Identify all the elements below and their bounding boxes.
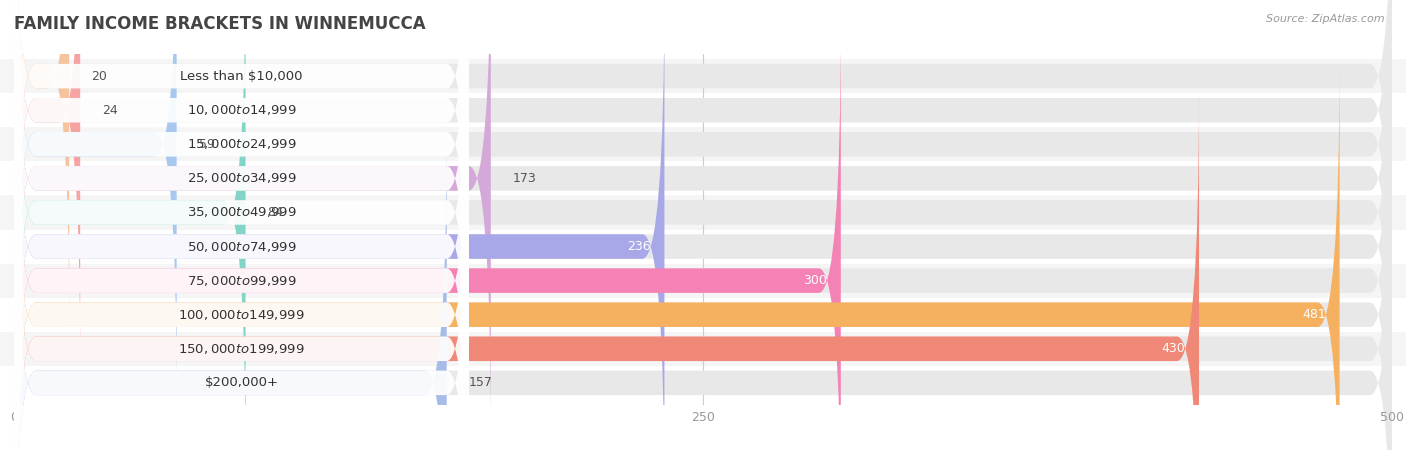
Bar	[0, 93, 1406, 127]
Bar	[0, 230, 1406, 264]
FancyBboxPatch shape	[14, 0, 177, 405]
Text: $150,000 to $199,999: $150,000 to $199,999	[179, 342, 305, 356]
FancyBboxPatch shape	[14, 0, 468, 405]
Text: $200,000+: $200,000+	[204, 376, 278, 389]
Text: Less than $10,000: Less than $10,000	[180, 70, 302, 83]
FancyBboxPatch shape	[14, 0, 246, 450]
FancyBboxPatch shape	[14, 122, 447, 450]
Bar	[0, 297, 1406, 332]
FancyBboxPatch shape	[14, 88, 1392, 450]
Text: $15,000 to $24,999: $15,000 to $24,999	[187, 137, 297, 151]
Text: 84: 84	[267, 206, 284, 219]
FancyBboxPatch shape	[14, 54, 468, 450]
Text: 236: 236	[627, 240, 651, 253]
Text: $35,000 to $49,999: $35,000 to $49,999	[187, 206, 297, 220]
Text: 173: 173	[513, 172, 537, 185]
Text: $25,000 to $34,999: $25,000 to $34,999	[187, 171, 297, 185]
FancyBboxPatch shape	[14, 20, 841, 450]
FancyBboxPatch shape	[14, 122, 468, 450]
FancyBboxPatch shape	[14, 88, 1199, 450]
FancyBboxPatch shape	[14, 0, 491, 439]
FancyBboxPatch shape	[14, 54, 1340, 450]
FancyBboxPatch shape	[14, 0, 468, 439]
Bar	[0, 59, 1406, 93]
FancyBboxPatch shape	[14, 0, 69, 337]
FancyBboxPatch shape	[14, 0, 468, 450]
Bar	[0, 162, 1406, 195]
Text: 481: 481	[1302, 308, 1326, 321]
Text: 24: 24	[103, 104, 118, 117]
FancyBboxPatch shape	[14, 0, 468, 450]
Bar	[0, 127, 1406, 162]
FancyBboxPatch shape	[14, 0, 80, 371]
FancyBboxPatch shape	[14, 20, 468, 450]
Text: 59: 59	[198, 138, 215, 151]
FancyBboxPatch shape	[14, 0, 1392, 337]
Bar	[0, 366, 1406, 400]
Bar	[0, 195, 1406, 230]
Bar	[0, 332, 1406, 366]
Text: 430: 430	[1161, 342, 1185, 355]
Text: $100,000 to $149,999: $100,000 to $149,999	[179, 308, 305, 322]
Text: 20: 20	[91, 70, 107, 83]
FancyBboxPatch shape	[14, 88, 468, 450]
Text: 157: 157	[468, 376, 492, 389]
Bar	[0, 264, 1406, 297]
FancyBboxPatch shape	[14, 54, 1392, 450]
FancyBboxPatch shape	[14, 0, 468, 371]
Text: $75,000 to $99,999: $75,000 to $99,999	[187, 274, 297, 288]
FancyBboxPatch shape	[14, 0, 1392, 405]
FancyBboxPatch shape	[14, 122, 1392, 450]
FancyBboxPatch shape	[14, 0, 665, 450]
FancyBboxPatch shape	[14, 0, 1392, 439]
Text: FAMILY INCOME BRACKETS IN WINNEMUCCA: FAMILY INCOME BRACKETS IN WINNEMUCCA	[14, 15, 426, 33]
Text: Source: ZipAtlas.com: Source: ZipAtlas.com	[1267, 14, 1385, 23]
FancyBboxPatch shape	[14, 0, 1392, 450]
FancyBboxPatch shape	[14, 0, 468, 337]
FancyBboxPatch shape	[14, 0, 1392, 450]
Text: $50,000 to $74,999: $50,000 to $74,999	[187, 239, 297, 253]
FancyBboxPatch shape	[14, 0, 1392, 371]
FancyBboxPatch shape	[14, 20, 1392, 450]
Text: 300: 300	[803, 274, 827, 287]
Text: $10,000 to $14,999: $10,000 to $14,999	[187, 103, 297, 117]
